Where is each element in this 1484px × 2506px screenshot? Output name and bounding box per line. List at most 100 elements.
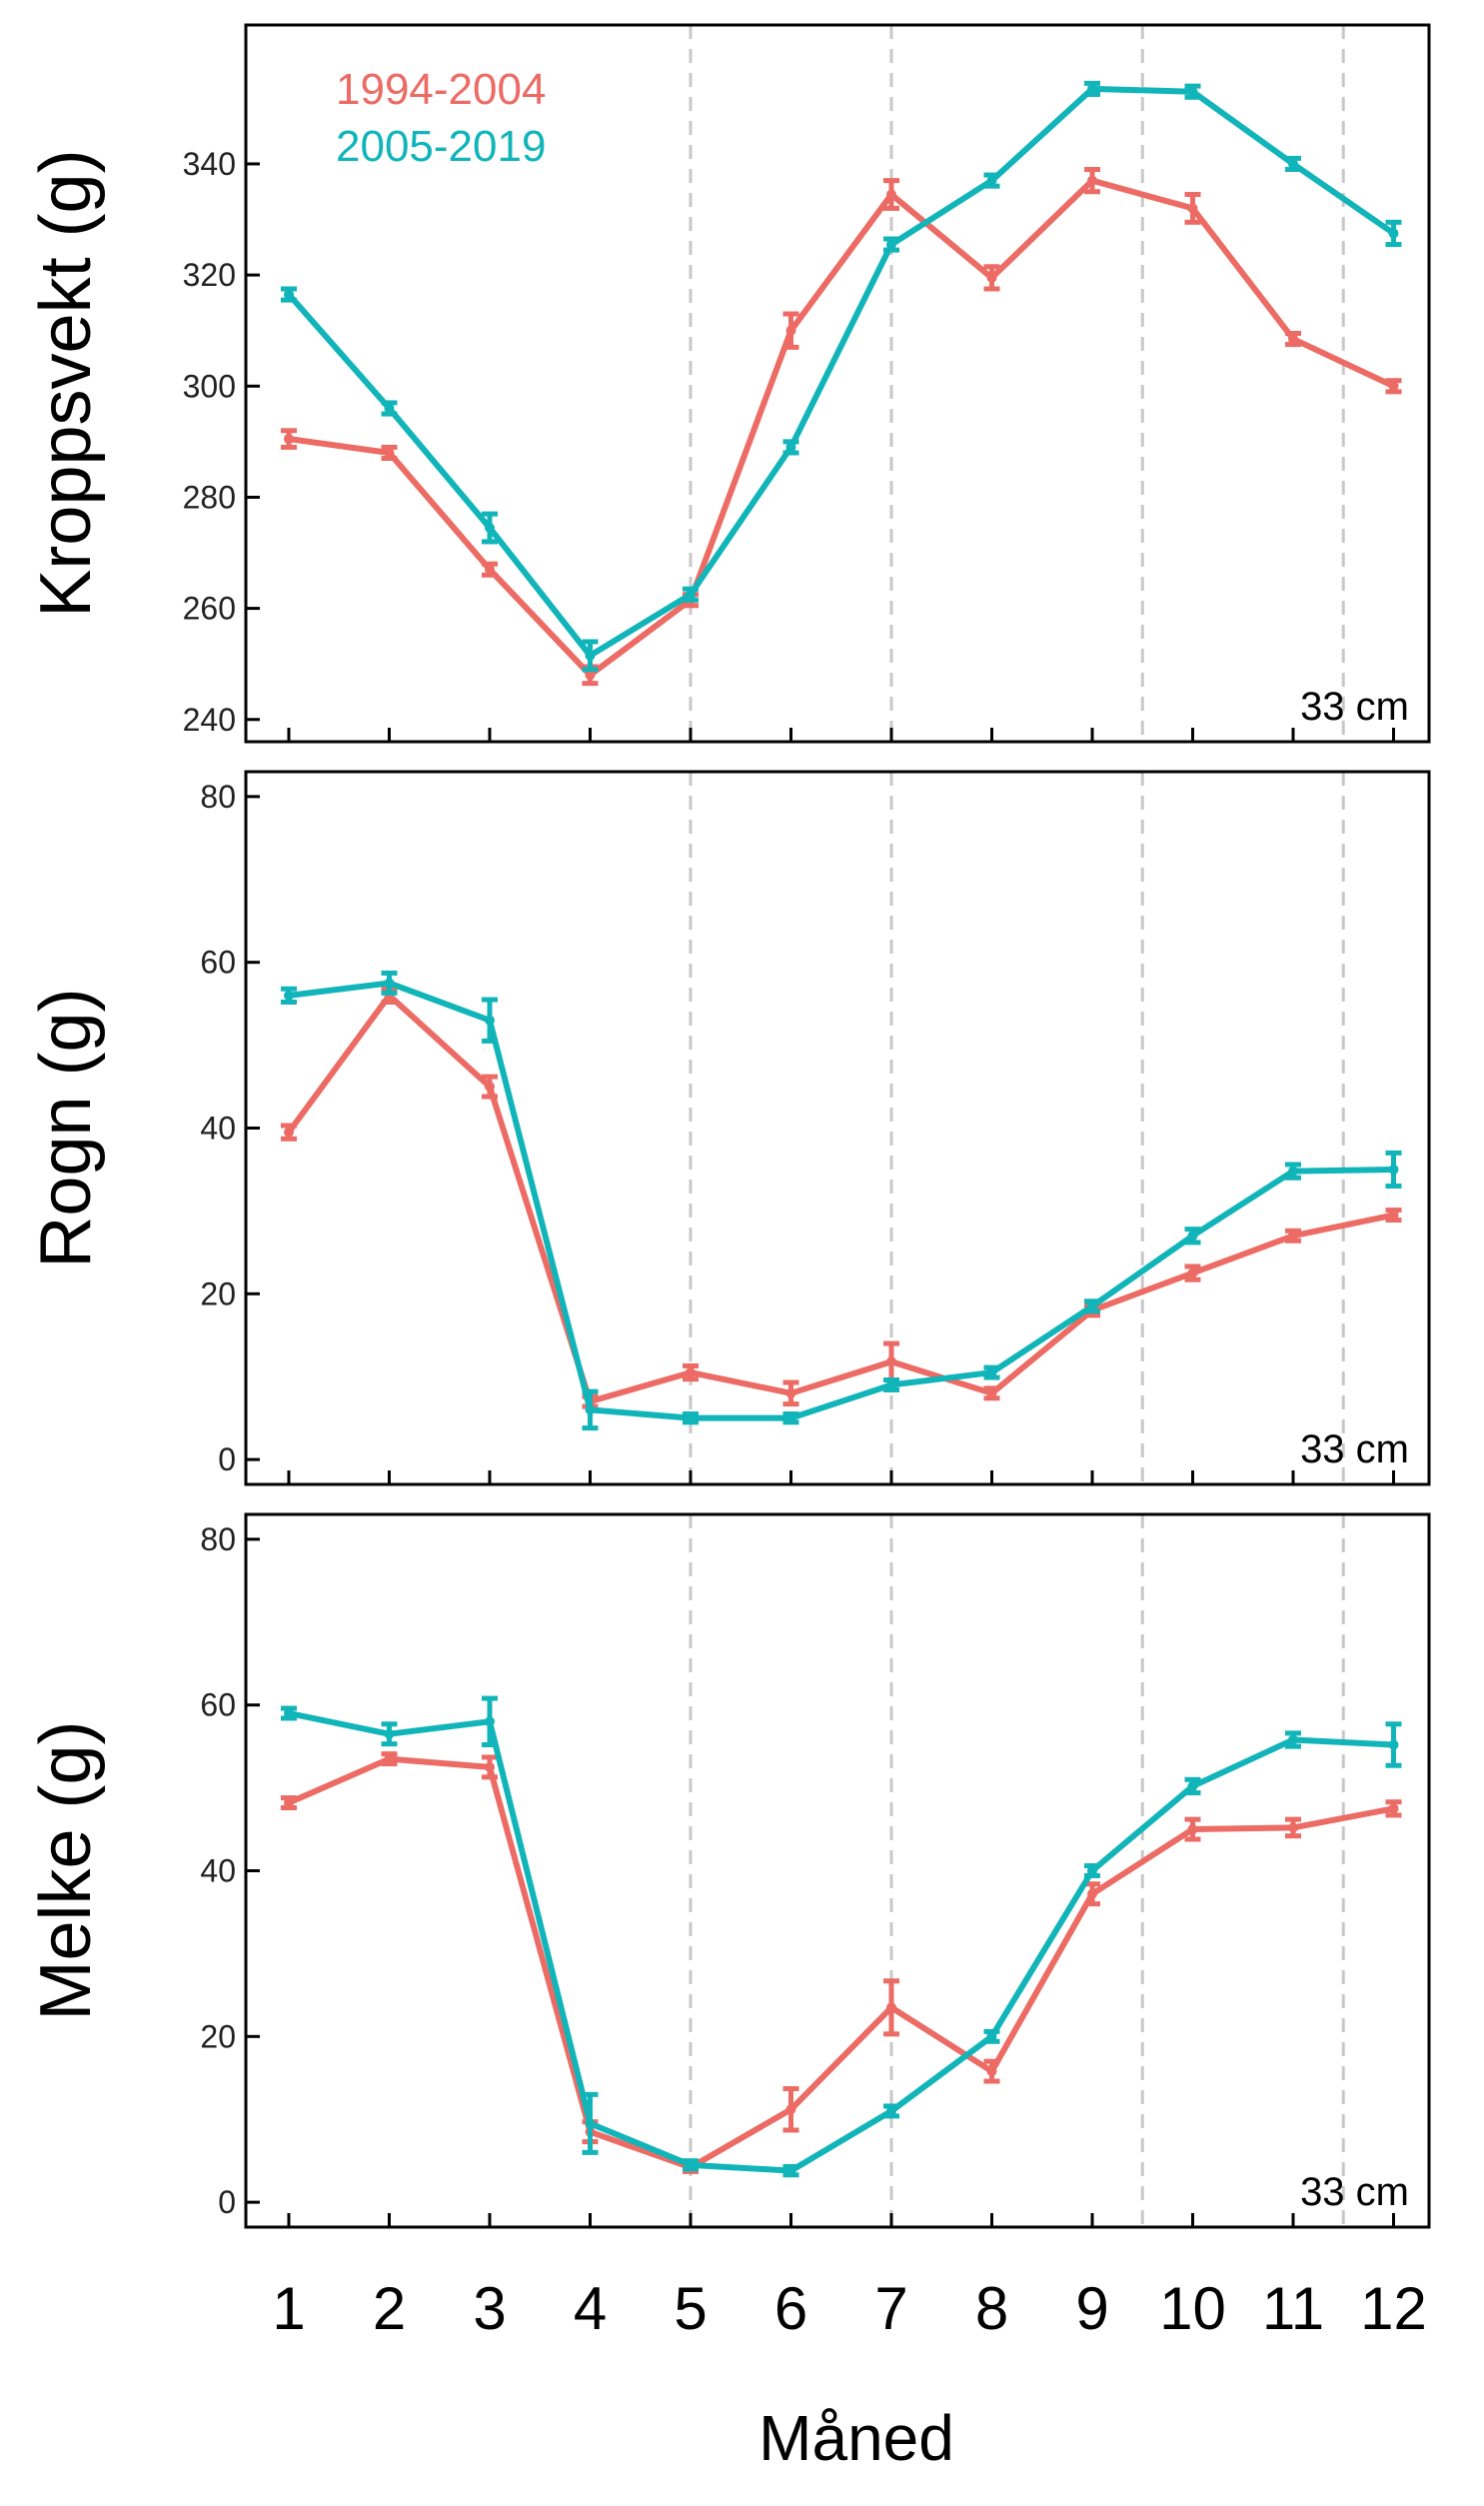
data-point: [1288, 1166, 1298, 1177]
panel-frame: [244, 1512, 1431, 2229]
y-tick-label: 320: [183, 257, 236, 293]
y-tick-label: 20: [200, 2018, 236, 2054]
x-axis-label: Måned: [758, 2402, 954, 2474]
x-tick-label: 9: [1075, 2275, 1108, 2342]
x-tick-label: 10: [1159, 2275, 1226, 2342]
y-tick-label: 0: [218, 2184, 236, 2220]
data-point: [284, 990, 294, 1001]
data-point: [1187, 203, 1198, 214]
data-point: [886, 2002, 896, 2013]
data-point: [384, 1753, 395, 1764]
data-point: [284, 1707, 294, 1718]
legend-entry: 1994-2004: [336, 65, 546, 114]
data-point: [986, 1387, 997, 1398]
x-tick-label: 2: [373, 2275, 406, 2342]
y-axis-label: Melke (g): [26, 1720, 106, 2020]
panel-frame: [244, 23, 1431, 744]
series-line: [286, 177, 1397, 679]
series-line: [286, 1755, 1397, 2171]
data-point: [886, 239, 896, 250]
x-tick-label: 11: [1262, 2275, 1324, 2342]
panel-1: 240 260 280 300 320 340 Kroppsvekt (g) 33 cm: [26, 23, 1431, 744]
x-tick-label: 7: [874, 2275, 907, 2342]
data-point: [785, 2104, 796, 2115]
data-point: [785, 1412, 796, 1423]
y-tick-label: 60: [200, 945, 236, 981]
series-1994-2004: [281, 986, 1402, 1409]
x-tick-label: 12: [1360, 2275, 1427, 2342]
data-point: [384, 403, 395, 414]
data-point: [785, 2165, 796, 2176]
data-point: [785, 1387, 796, 1398]
data-point: [986, 1367, 997, 1378]
data-point: [284, 1797, 294, 1808]
data-point: [886, 2105, 896, 2116]
data-point: [785, 325, 796, 336]
x-axis: 1 2 3 4 5 6 7 8 9 10 11 12: [272, 2275, 1427, 2342]
y-axis-label: Kroppsvekt (g): [26, 149, 106, 617]
data-point: [1288, 1734, 1298, 1745]
x-tick-label: 6: [774, 2275, 807, 2342]
data-point: [585, 1404, 596, 1415]
data-point: [686, 1412, 696, 1423]
data-point: [986, 272, 997, 283]
y-tick-label: 40: [200, 1111, 236, 1147]
data-point: [1288, 334, 1298, 345]
legend-entry: 2005-2019: [336, 122, 546, 171]
data-point: [585, 650, 596, 661]
data-point: [886, 189, 896, 200]
data-point: [384, 978, 395, 989]
x-tick-label: 5: [674, 2275, 707, 2342]
data-point: [986, 2031, 997, 2042]
series-2005-2019: [281, 1695, 1402, 2178]
panels: 240 260 280 300 320 340 Kroppsvekt (g) 33 cm 0 20…: [26, 23, 1431, 2229]
y-tick-label: 60: [200, 1687, 236, 1723]
y-tick-label: 240: [183, 702, 236, 738]
series-2005-2019: [281, 970, 1402, 1431]
data-point: [686, 589, 696, 600]
data-point: [1388, 1803, 1399, 1814]
data-point: [384, 447, 395, 458]
series-line: [286, 1709, 1397, 2174]
data-point: [585, 670, 596, 681]
data-point: [1187, 1267, 1198, 1278]
y-tick-label: 20: [200, 1275, 236, 1311]
data-point: [1288, 1231, 1298, 1242]
data-point: [986, 175, 997, 186]
data-point: [485, 523, 495, 534]
y-tick-label: 80: [200, 779, 236, 815]
data-point: [485, 1716, 495, 1727]
panel-3: 0 20 40 60 80 Melke (g) 33 cm: [26, 1512, 1431, 2229]
data-point: [886, 1356, 896, 1367]
x-tick-label: 8: [975, 2275, 1008, 2342]
data-point: [284, 434, 294, 445]
y-tick-label: 0: [218, 1441, 236, 1477]
x-tick-label: 4: [574, 2275, 607, 2342]
data-point: [585, 2118, 596, 2129]
data-point: [1388, 228, 1399, 239]
data-point: [1187, 1231, 1198, 1242]
y-tick-label: 260: [183, 591, 236, 627]
data-point: [1087, 175, 1097, 186]
x-tick-label: 1: [272, 2275, 305, 2342]
data-point: [1388, 381, 1399, 392]
data-point: [284, 1127, 294, 1138]
data-point: [485, 1015, 495, 1026]
data-point: [1087, 83, 1097, 94]
series-line: [286, 85, 1397, 659]
series-2005-2019: [281, 80, 1402, 673]
y-axis-label: Rogn (g): [26, 988, 106, 1267]
data-point: [785, 442, 796, 453]
data-point: [1087, 1300, 1097, 1311]
data-point: [1388, 1739, 1399, 1750]
data-point: [1388, 1164, 1399, 1175]
data-point: [1187, 86, 1198, 97]
data-point: [1087, 1888, 1097, 1899]
data-point: [485, 1082, 495, 1093]
data-point: [1388, 1210, 1399, 1221]
data-point: [686, 2159, 696, 2170]
data-point: [686, 1367, 696, 1378]
data-point: [1288, 1822, 1298, 1833]
y-tick-label: 40: [200, 1853, 236, 1889]
